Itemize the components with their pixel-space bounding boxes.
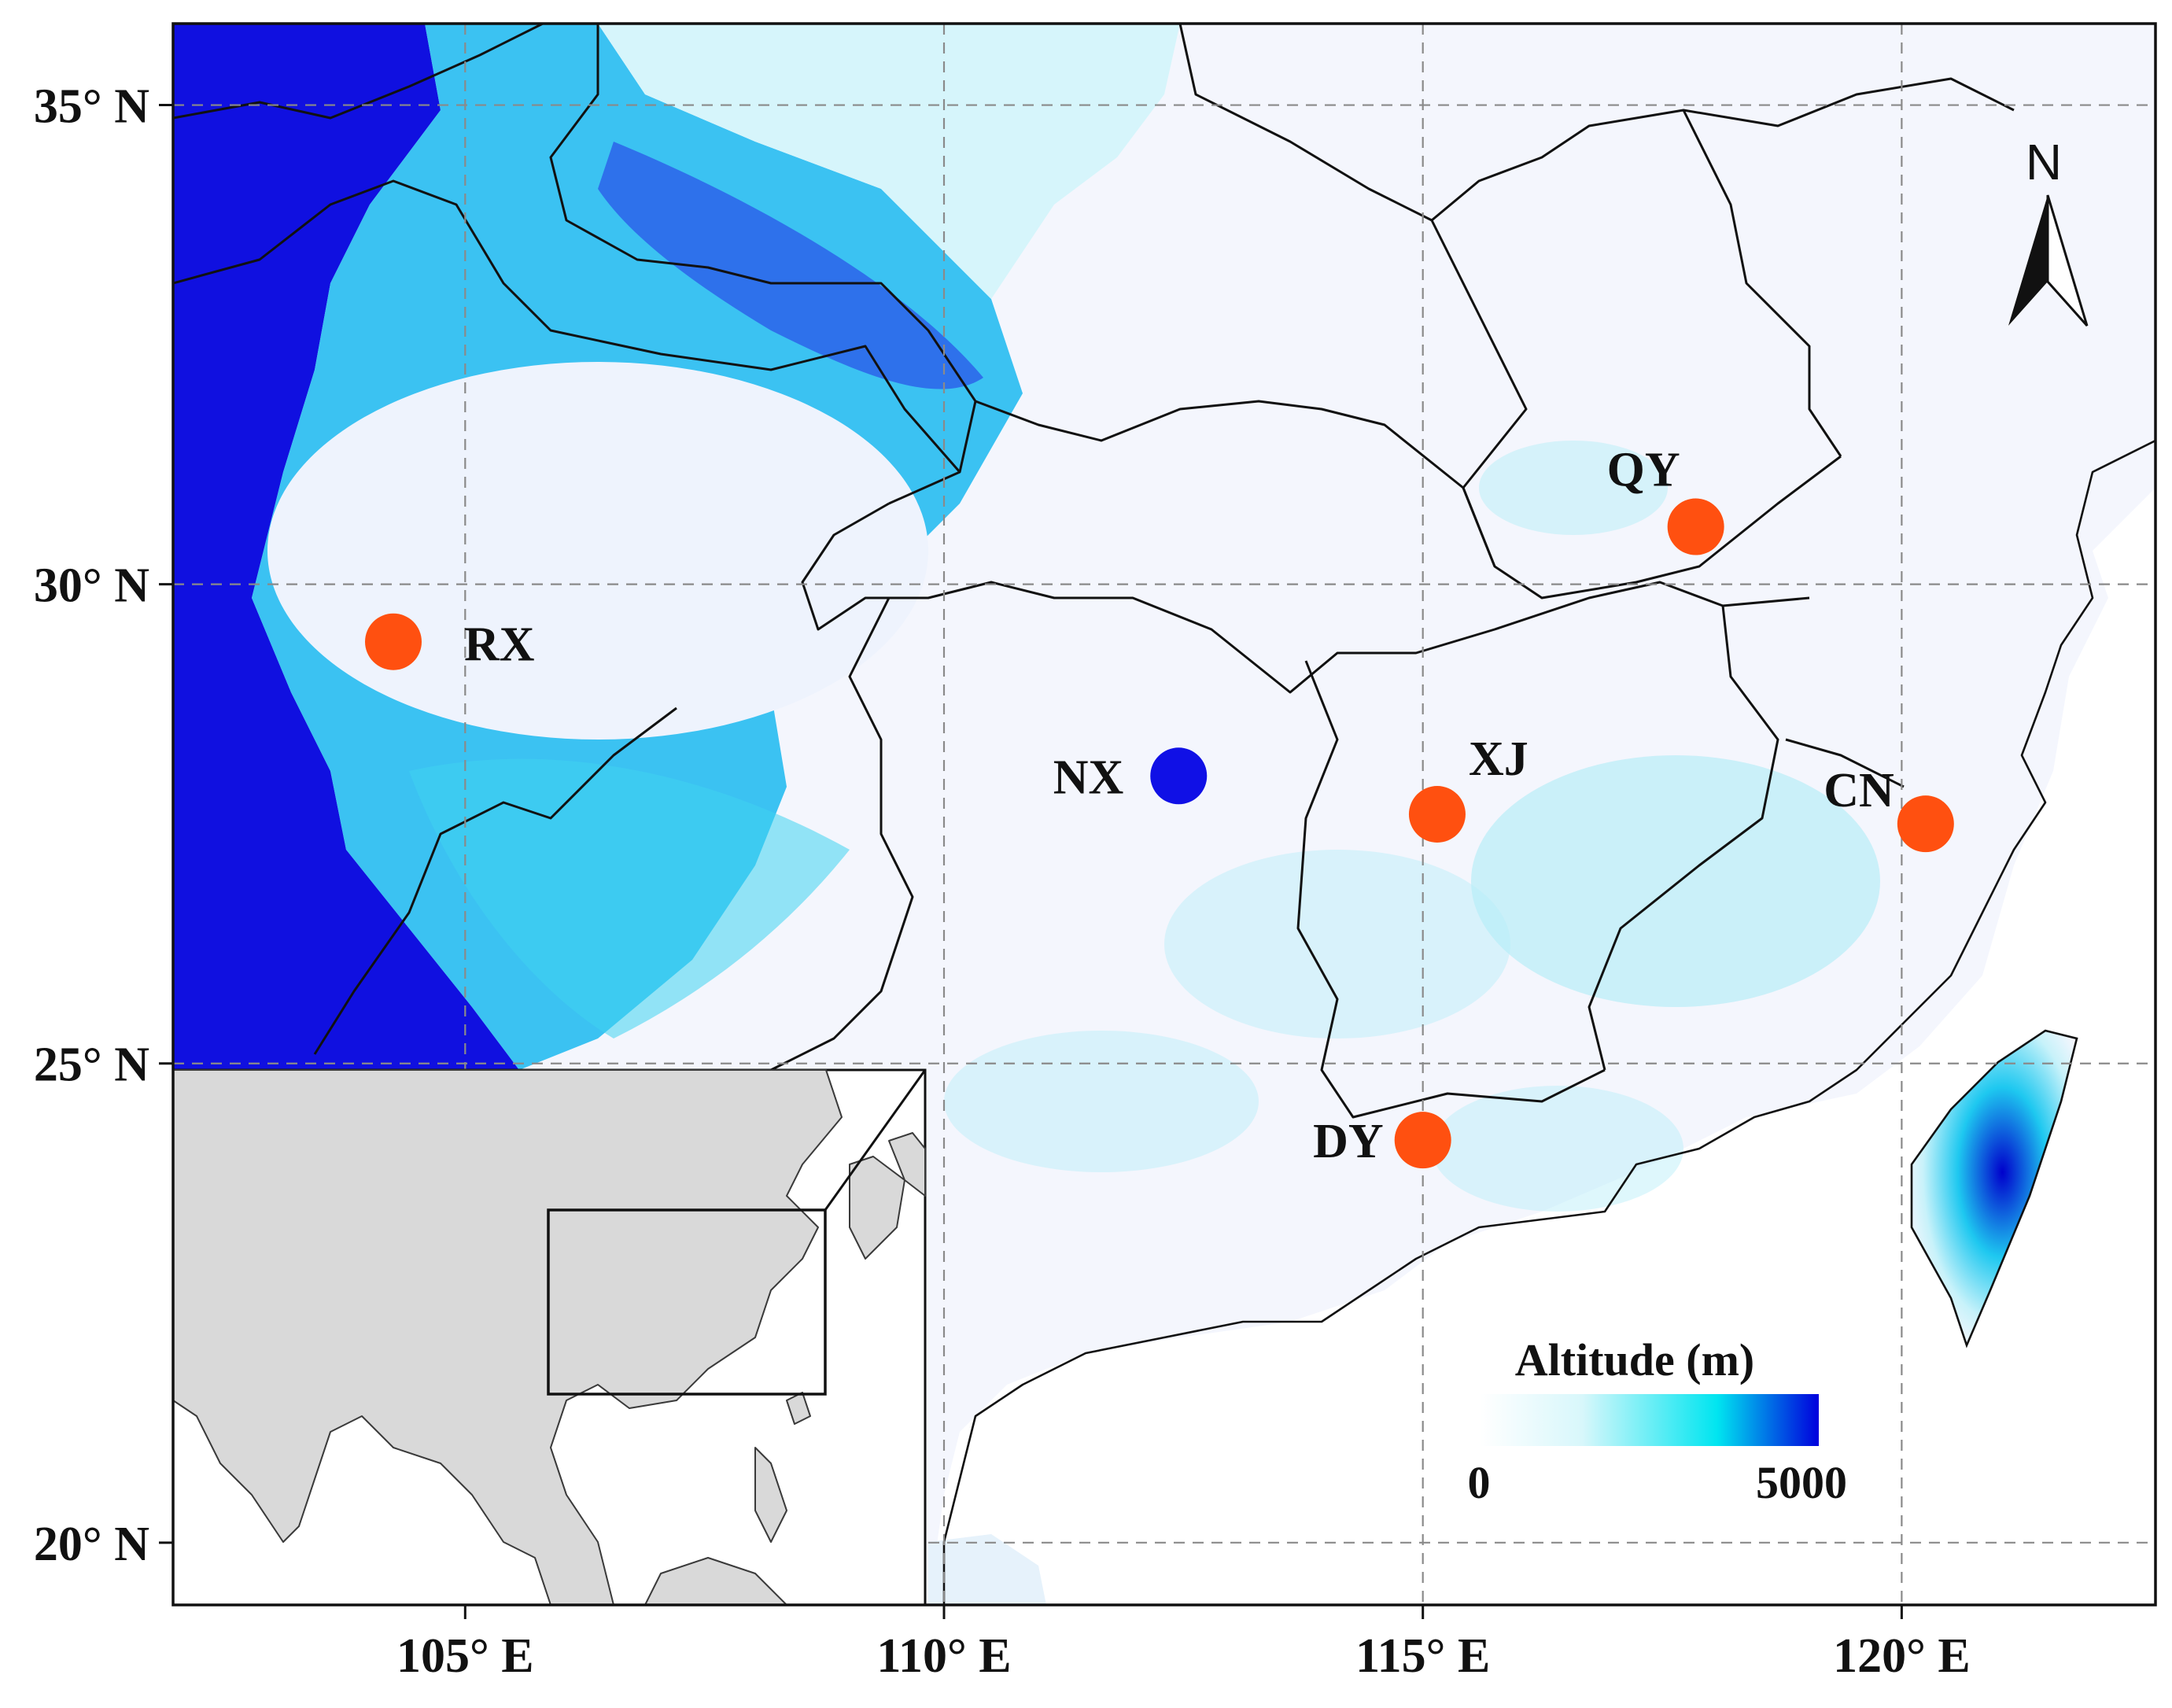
inset-map	[171, 1068, 927, 1607]
north-arrow-icon	[2008, 195, 2048, 326]
y-tick-label: 20° N	[34, 1518, 149, 1571]
site-label: XJ	[1469, 732, 1529, 786]
x-tick-label: 115° E	[1355, 1629, 1490, 1683]
x-tick-label: 120° E	[1833, 1629, 1971, 1683]
legend-colorbar	[1481, 1394, 1819, 1446]
legend-title: Altitude (m)	[1515, 1334, 1754, 1385]
altitude-legend: Altitude (m) 0 5000	[1468, 1334, 1848, 1508]
province-borders	[173, 24, 2155, 1605]
site-cn: CN	[1824, 764, 1954, 853]
site-xj: XJ	[1408, 732, 1529, 843]
inset-study-area-box	[547, 1208, 827, 1396]
site-marker	[1667, 498, 1724, 555]
site-marker	[1150, 747, 1208, 805]
site-label: QY	[1607, 444, 1680, 497]
y-tick-label: 35° N	[34, 80, 149, 134]
site-markers: RX NX XJ QY CN DY	[365, 444, 1954, 1169]
y-tick-label: 25° N	[34, 1038, 149, 1092]
site-label: CN	[1824, 764, 1894, 817]
site-marker	[1408, 786, 1466, 843]
site-dy: DY	[1313, 1112, 1451, 1169]
longitude-axis: 105° E 110° E 115° E 120° E	[396, 1605, 1971, 1683]
site-marker	[1394, 1112, 1451, 1169]
x-tick-label: 105° E	[396, 1629, 534, 1683]
site-label: DY	[1313, 1115, 1384, 1168]
x-tick-label: 110° E	[876, 1629, 1011, 1683]
map-frame	[171, 22, 2157, 1607]
inset-land	[172, 1069, 926, 1606]
north-arrow-label: N	[2026, 134, 2062, 190]
site-label: RX	[464, 618, 535, 672]
site-rx: RX	[365, 613, 535, 672]
north-arrow: N	[2008, 134, 2089, 326]
legend-max-label: 5000	[1756, 1457, 1847, 1508]
site-label: NX	[1053, 751, 1124, 804]
site-marker	[365, 613, 422, 670]
inset-connector-line	[824, 1069, 927, 1211]
latitude-axis: 35° N 30° N 25° N 20° N	[34, 80, 173, 1571]
site-qy: QY	[1607, 444, 1724, 555]
legend-min-label: 0	[1468, 1457, 1491, 1508]
y-tick-label: 30° N	[34, 559, 149, 613]
site-nx: NX	[1053, 747, 1208, 805]
site-marker	[1897, 795, 1954, 853]
